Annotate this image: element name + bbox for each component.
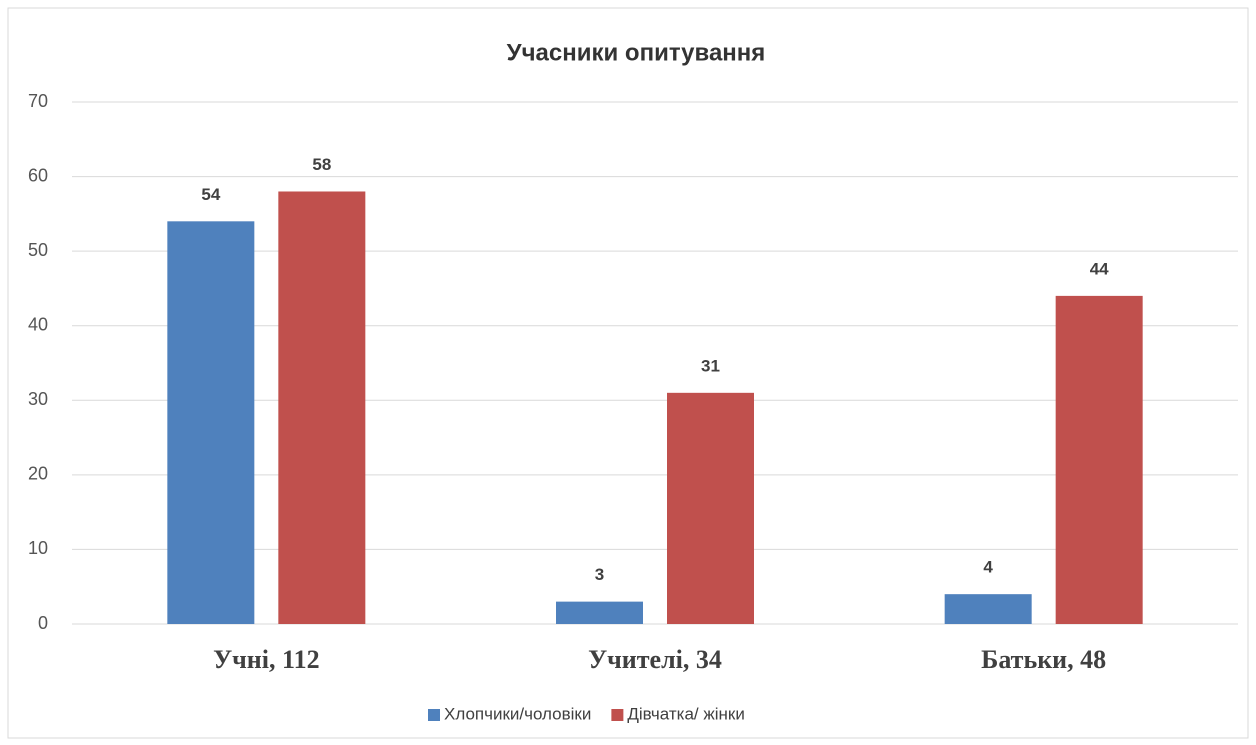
legend-swatch [428, 709, 440, 721]
bar [944, 594, 1032, 624]
y-tick-label: 50 [28, 240, 48, 260]
chart-title: Учасники опитування [507, 39, 766, 66]
x-tick-label: Учні, 112 [213, 645, 320, 674]
y-tick-label: 20 [28, 464, 48, 484]
bar [1055, 295, 1143, 624]
y-tick-label: 70 [28, 91, 48, 111]
x-tick-label: Учителі, 34 [588, 645, 722, 674]
y-tick-label: 40 [28, 314, 48, 334]
y-tick-label: 30 [28, 389, 48, 409]
value-label: 58 [312, 155, 331, 174]
y-tick-label: 60 [28, 165, 48, 185]
legend-label: Дівчатка/ жінки [627, 704, 744, 723]
value-label: 4 [983, 558, 993, 577]
value-label: 44 [1090, 259, 1109, 278]
bar [667, 392, 754, 624]
bar [278, 191, 366, 624]
legend-swatch [611, 709, 624, 721]
value-label: 54 [201, 185, 220, 204]
y-tick-label: 0 [38, 613, 48, 633]
value-label: 31 [701, 356, 720, 375]
value-label: 3 [595, 565, 604, 584]
y-tick-label: 10 [28, 538, 48, 558]
bar [167, 221, 255, 625]
bar [556, 601, 643, 624]
x-tick-label: Батьки, 48 [981, 645, 1106, 674]
legend-label: Хлопчики/чоловіки [444, 704, 591, 723]
